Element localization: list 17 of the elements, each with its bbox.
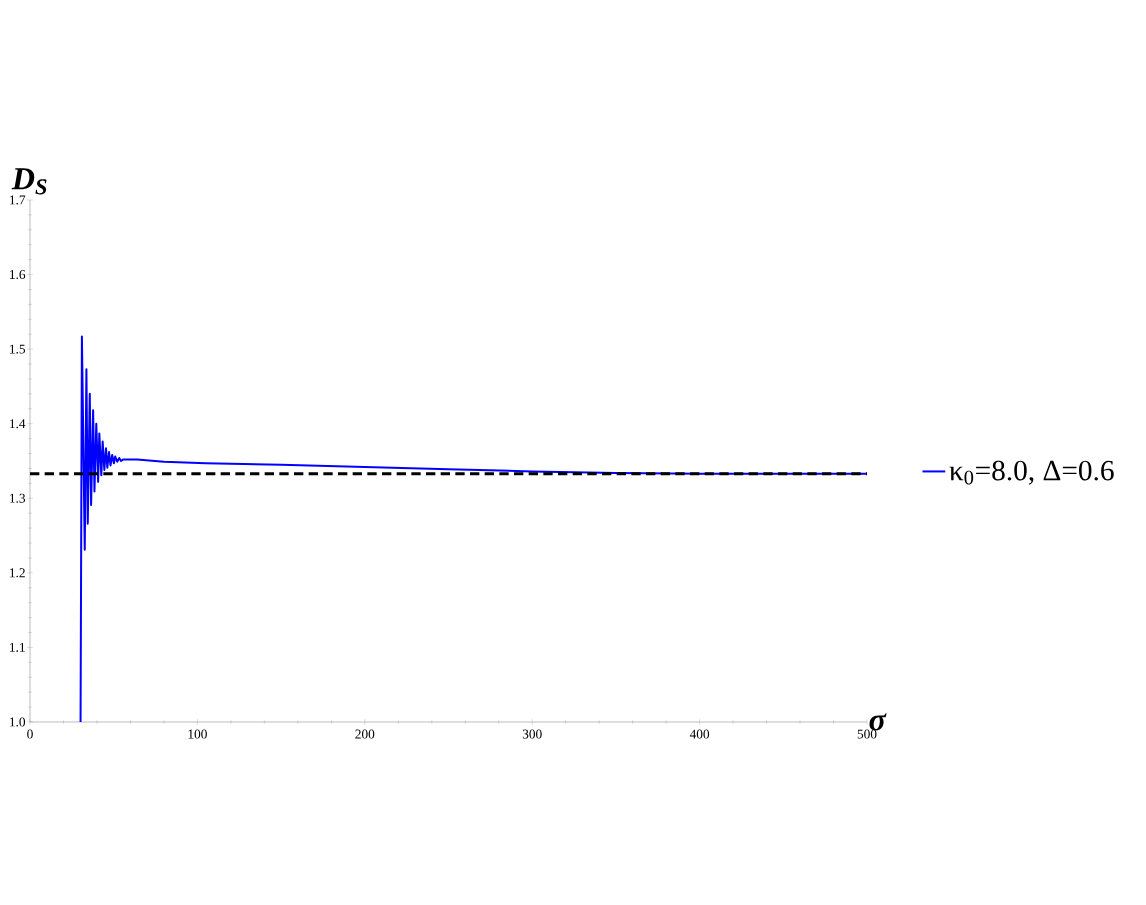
x-tick-label: 500 — [857, 729, 877, 739]
y-tick-label: 1.7 — [10, 195, 26, 205]
x-axis-title: σ — [869, 713, 887, 731]
y-tick-label: 1.3 — [10, 493, 26, 503]
y-tick-label: 1.4 — [10, 419, 26, 429]
y-tick-label: 1.1 — [10, 642, 25, 652]
x-tick-label: 200 — [355, 729, 375, 739]
x-tick-label: 400 — [689, 729, 710, 739]
y-tick-label: 1.0 — [10, 717, 26, 727]
legend-label: κ$_{0}$=8.0, Δ=0.6 — [949, 460, 1114, 485]
y-tick-label: 1.6 — [10, 270, 26, 280]
y-axis-title: D$_{S}$ — [11, 168, 47, 195]
x-tick-label: 300 — [522, 729, 542, 739]
y-tick-label: 1.2 — [10, 568, 25, 578]
y-tick-label: 1.5 — [10, 344, 26, 354]
x-tick-label: 0 — [27, 729, 33, 739]
x-tick-label: 100 — [188, 729, 207, 739]
